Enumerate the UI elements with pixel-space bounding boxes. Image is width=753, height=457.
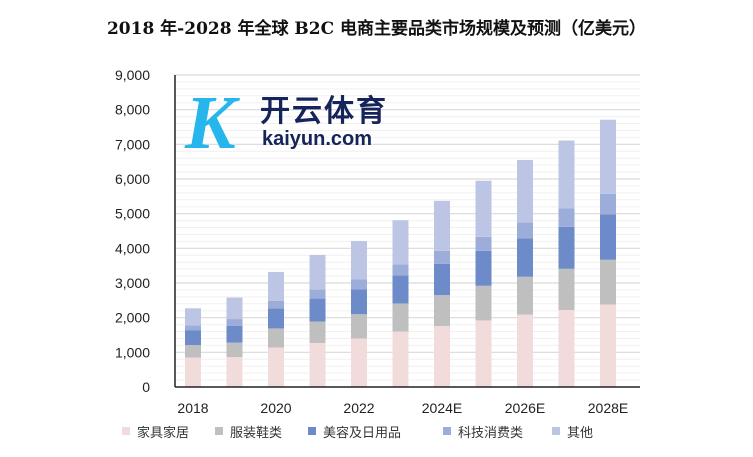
x-tick-label: 2028E [588, 400, 628, 416]
bar-segment [268, 328, 284, 348]
legend-swatch [443, 427, 451, 435]
bar-segment [434, 263, 450, 296]
bar-segment [309, 298, 326, 322]
bar-segment [434, 200, 450, 251]
y-tick-label: 7,000 [115, 136, 150, 152]
legend-swatch [122, 427, 130, 435]
bar-segment [226, 357, 243, 387]
bar-segment [600, 119, 616, 194]
bar-segment [226, 325, 243, 343]
bar-segment [268, 300, 284, 309]
y-tick-label: 4,000 [115, 240, 150, 256]
x-tick-label: 2022 [343, 400, 374, 416]
bar-segment [600, 304, 616, 387]
bar-segment [226, 342, 243, 358]
bar-segment [600, 259, 616, 305]
bar-segment [558, 140, 575, 209]
chart-title: 2018 年-2028 年全球 B2C 电商主要品类市场规模及预测（亿美元） [106, 19, 647, 39]
bar-segment [600, 214, 616, 260]
legend-label: 服装鞋类 [230, 425, 282, 441]
bar-segment [226, 297, 243, 320]
bar-segment [475, 285, 492, 321]
bar-segment [475, 180, 492, 237]
legend-swatch [215, 427, 223, 435]
bar-segment [475, 320, 492, 387]
legend-label: 家具家居 [137, 425, 189, 441]
bar-segment [392, 264, 409, 276]
y-tick-label: 5,000 [115, 206, 150, 222]
bar-segment [475, 236, 492, 251]
x-tick-label: 2020 [260, 400, 291, 416]
bar-segment [185, 308, 201, 326]
bar-segment [185, 345, 201, 358]
bar-segment [517, 276, 533, 315]
y-tick-label: 3,000 [115, 275, 150, 291]
bar-segment [392, 331, 409, 387]
bar-segment [558, 310, 575, 387]
bar-segment [517, 222, 533, 239]
bar-segment [600, 193, 616, 215]
bar-segment [268, 271, 284, 301]
bar-segment [309, 289, 326, 299]
bar-segment [351, 241, 367, 280]
bar-segment [185, 325, 201, 331]
legend-label: 科技消费类 [458, 426, 523, 441]
bar-segment [517, 314, 533, 387]
bar-segment [351, 289, 367, 315]
bar-segment [351, 314, 367, 339]
bar-segment [558, 226, 575, 269]
bar-segment [434, 325, 450, 387]
bar-segment [351, 279, 367, 290]
y-tick-label: 0 [142, 379, 150, 395]
bar-segment [517, 159, 533, 223]
legend-swatch [552, 427, 560, 435]
legend-label: 其他 [567, 426, 593, 441]
bar-segment [268, 308, 284, 329]
bar-segment [309, 254, 326, 290]
bar-segment [185, 330, 201, 346]
x-tick-label: 2026E [505, 400, 545, 416]
bar-segment [558, 208, 575, 227]
bar-segment [268, 347, 284, 387]
bar-segment [226, 319, 243, 326]
bar-segment [434, 250, 450, 264]
bar-segment [351, 338, 367, 387]
y-tick-label: 8,000 [115, 102, 150, 118]
legend-label: 美容及日用品 [323, 425, 401, 441]
bar-segment [558, 268, 575, 311]
y-tick-label: 6,000 [115, 171, 150, 187]
bar-segment [517, 238, 533, 277]
x-tick-label: 2024E [422, 400, 462, 416]
bar-segment [434, 295, 450, 326]
bar-segment [309, 321, 326, 343]
bar-segment [392, 220, 409, 265]
y-tick-label: 2,000 [115, 310, 150, 326]
bar-segment [392, 275, 409, 304]
x-tick-label: 2018 [177, 400, 208, 416]
bar-segment [185, 357, 201, 387]
legend-swatch [308, 427, 316, 435]
y-tick-label: 1,000 [115, 344, 150, 360]
bar-segment [392, 303, 409, 332]
bar-segment [309, 342, 326, 387]
y-tick-label: 9,000 [115, 67, 150, 83]
bar-segment [475, 250, 492, 286]
